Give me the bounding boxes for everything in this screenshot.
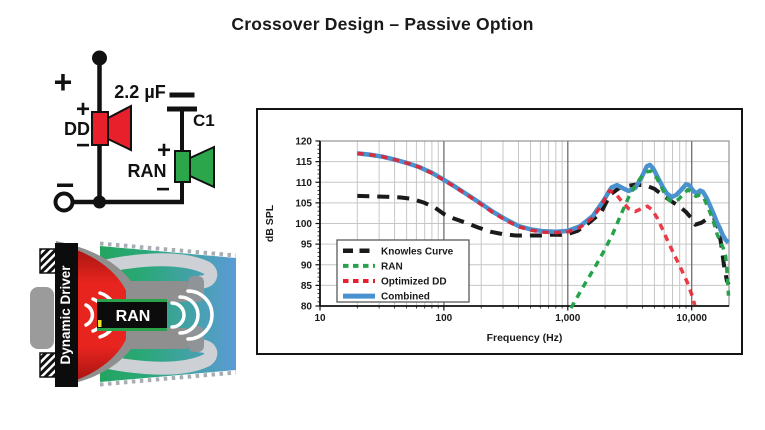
y-tick-label: 115: [296, 157, 313, 168]
x-tick-label: 10,000: [676, 313, 707, 324]
eartip-shell-bottom: [90, 339, 218, 375]
input-plus-sign: +: [54, 64, 73, 100]
bottom-node: [93, 195, 106, 209]
slide-title: Crossover Design – Passive Option: [231, 14, 534, 34]
dynamic-driver-bar: [55, 243, 78, 387]
y-tick-label: 100: [295, 219, 312, 230]
y-tick-label: 90: [301, 260, 313, 271]
capacitor-ref: C1: [193, 111, 215, 130]
capacitor-plate-bottom: [167, 106, 197, 112]
ran-minus-sign: −: [156, 176, 170, 203]
dynamic-driver-label: Dynamic Driver: [58, 265, 73, 365]
x-tick-label: 100: [436, 313, 453, 324]
chart-frame: 80 85 90 95 100 105 110 115 120 10 100 1,000 10,000 d…: [256, 108, 743, 355]
nozzle-wall-top: [126, 281, 188, 302]
mount-hatch-bottom: [39, 352, 57, 378]
y-tick-label: 110: [296, 178, 313, 189]
y-tick-label: 85: [301, 281, 313, 292]
dd-plus-sign: +: [76, 96, 90, 123]
ran-plus-sign: +: [157, 137, 171, 164]
ran-armature-top: [97, 299, 167, 303]
series-ran: [569, 169, 731, 309]
top-node: [92, 50, 107, 66]
housing-dotted-edge-top: [99, 241, 237, 258]
capacitor-value: 2.2 µF: [114, 82, 165, 102]
housing-dotted-edge-bottom: [99, 370, 237, 387]
axes: [315, 140, 729, 311]
dd-minus-sign: −: [76, 132, 90, 159]
driver-illustration: Dynamic Driver RAN: [30, 241, 237, 387]
legend-label: Knowles Curve: [381, 246, 454, 257]
series-optimized-dd: [357, 151, 697, 306]
ran-armature-bottom: [97, 327, 167, 331]
capacitor-plate-top: [169, 92, 195, 98]
legend-label: RAN: [381, 261, 403, 272]
magnet-tab: [30, 287, 54, 349]
y-tick-label: 95: [301, 240, 313, 251]
tick-labels: 80 85 90 95 100 105 110 115 120 10 100 1,000 10,000 d…: [264, 137, 707, 345]
legend-label: Combined: [381, 292, 430, 303]
x-axis-title: Frequency (Hz): [487, 332, 563, 344]
dd-label: DD: [64, 119, 90, 139]
input-terminal: [53, 191, 75, 213]
dd-speaker-icon: [91, 104, 132, 152]
sound-waves-ran-icon: [170, 289, 214, 341]
ran-speaker-icon: [174, 145, 215, 189]
nozzle-hook-top: [188, 276, 204, 302]
ran-label: RAN: [128, 161, 167, 181]
nozzle-wall-bottom: [126, 328, 188, 349]
x-tick-label: 10: [314, 313, 326, 324]
y-tick-label: 120: [295, 137, 312, 148]
y-axis-title: dB SPL: [264, 204, 276, 242]
input-minus-sign: −: [56, 167, 75, 203]
circuit-diagram: + − 2.2 µF C1 + DD − + RAN −: [53, 50, 215, 213]
ran-bar-accent: [98, 320, 102, 327]
y-tick-label: 80: [301, 302, 313, 313]
series-knowles-curve: [357, 182, 731, 286]
frequency-response-chart: 80 85 90 95 100 105 110 115 120 10 100 1,000 10,000 d…: [264, 137, 731, 345]
eartip-shell-top: [90, 253, 218, 289]
y-tick-label: 105: [295, 198, 312, 209]
mount-hatch-top: [39, 248, 57, 274]
chart-legend: Knowles Curve RAN Optimized DD Combined: [336, 239, 470, 303]
ran-bar-label: RAN: [116, 308, 151, 325]
x-tick-label: 1,000: [555, 313, 580, 324]
legend-label: Optimized DD: [381, 277, 447, 288]
ran-bar: [97, 302, 167, 328]
